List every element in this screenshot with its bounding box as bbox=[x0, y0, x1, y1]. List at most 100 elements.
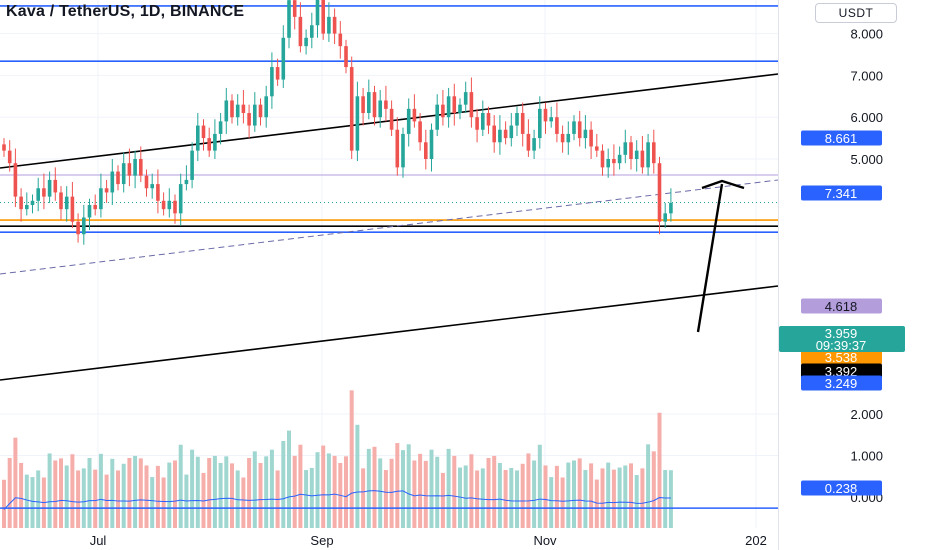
candle-body bbox=[543, 108, 548, 122]
volume-bar bbox=[657, 412, 662, 528]
volume-ma-line bbox=[3, 490, 671, 510]
price-axis: 11.00010.0009.0008.0007.0006.0005.0002.0… bbox=[850, 27, 883, 505]
volume-bar bbox=[600, 468, 605, 528]
volume-bar bbox=[195, 456, 200, 528]
candle-body bbox=[389, 108, 394, 130]
y-tick-label: 5.000 bbox=[850, 152, 883, 167]
candle-body bbox=[82, 217, 86, 235]
candle-body bbox=[332, 16, 337, 34]
candle-body bbox=[173, 200, 177, 214]
candle-body bbox=[321, 0, 325, 34]
candle-body bbox=[452, 96, 457, 114]
candle-body bbox=[327, 16, 331, 34]
volume-bar bbox=[116, 470, 120, 528]
candle-body bbox=[595, 146, 599, 151]
candle-body bbox=[349, 67, 354, 151]
volume-bar bbox=[395, 443, 400, 528]
volume-bar bbox=[269, 449, 274, 528]
candle-body bbox=[13, 163, 18, 197]
candle-body bbox=[36, 188, 40, 201]
volume-bar bbox=[110, 458, 115, 528]
candle-body bbox=[19, 196, 23, 210]
candle-body bbox=[560, 133, 565, 143]
volume-bar bbox=[309, 467, 314, 528]
candle-body bbox=[275, 67, 280, 80]
candle-body bbox=[213, 133, 217, 151]
candle-body bbox=[640, 150, 645, 168]
volume-bar bbox=[230, 463, 234, 528]
candle-body bbox=[657, 163, 662, 222]
candle-body bbox=[441, 104, 445, 118]
volume-bar bbox=[537, 444, 542, 528]
volume-bar bbox=[549, 477, 554, 528]
candle-body bbox=[515, 113, 519, 126]
volume-bar bbox=[304, 470, 309, 528]
volume-bar bbox=[520, 463, 525, 528]
candle-body bbox=[367, 92, 371, 114]
candle-body bbox=[47, 179, 52, 197]
candle-body bbox=[196, 125, 200, 151]
volume-bar bbox=[435, 456, 440, 528]
volume-bar bbox=[611, 469, 616, 528]
candle-body bbox=[572, 121, 576, 134]
volume-bar bbox=[178, 444, 183, 528]
candle-body bbox=[623, 142, 628, 155]
candle-body bbox=[150, 184, 154, 189]
volume-bar bbox=[287, 430, 291, 528]
candle-body bbox=[612, 159, 616, 164]
y-tick-label: 6.000 bbox=[850, 110, 883, 125]
candle-body bbox=[395, 129, 400, 168]
candle-body bbox=[42, 188, 46, 197]
volume-bar bbox=[241, 477, 246, 528]
candle-body bbox=[663, 213, 667, 222]
candle-body bbox=[418, 121, 422, 143]
volume-bar bbox=[155, 465, 160, 528]
candle-body bbox=[600, 150, 605, 168]
volume-bar bbox=[480, 468, 485, 528]
candle-body bbox=[412, 108, 417, 122]
volume-bar bbox=[486, 457, 491, 528]
candle-body bbox=[435, 104, 439, 130]
candle-body bbox=[235, 104, 240, 118]
volume-bar bbox=[532, 460, 537, 528]
candle-body bbox=[617, 154, 622, 164]
candle-body bbox=[589, 129, 593, 147]
volume-bar bbox=[104, 474, 109, 528]
candle-body bbox=[99, 188, 103, 210]
volume-bar bbox=[372, 446, 377, 528]
candle-body bbox=[481, 113, 485, 130]
volume-bar bbox=[349, 390, 354, 528]
volume-bar bbox=[651, 451, 656, 528]
candle-body bbox=[310, 25, 314, 38]
candle-body bbox=[53, 179, 58, 193]
volume-bar bbox=[355, 424, 360, 528]
candle-body bbox=[429, 129, 434, 159]
volume-bar bbox=[173, 460, 177, 528]
candle-body bbox=[652, 142, 656, 164]
volume-level-badge: 0.238 bbox=[825, 481, 858, 496]
volume-bar bbox=[47, 453, 52, 528]
candle-body bbox=[538, 108, 542, 139]
lower-channel-line bbox=[0, 285, 779, 381]
volume-bar bbox=[76, 470, 81, 528]
volume-bar bbox=[13, 437, 18, 528]
candle-body bbox=[190, 150, 194, 180]
volume-bar bbox=[53, 460, 58, 528]
candle-body bbox=[372, 92, 377, 118]
candle-body bbox=[669, 202, 673, 214]
volume-bar bbox=[361, 468, 366, 528]
candle-body bbox=[184, 179, 189, 185]
price-badge: 3.392 bbox=[825, 364, 858, 379]
volume-bar bbox=[429, 449, 434, 528]
candle-body bbox=[492, 125, 496, 143]
volume-bar bbox=[224, 456, 229, 528]
currency-button[interactable]: USDT bbox=[815, 3, 897, 23]
price-badge-bg bbox=[801, 349, 882, 365]
volume-bar bbox=[577, 458, 582, 528]
candle-body bbox=[577, 121, 582, 139]
volume-bar bbox=[332, 455, 337, 528]
candlesticks bbox=[2, 0, 673, 245]
candle-body bbox=[87, 204, 92, 218]
volume-bar bbox=[247, 457, 252, 528]
